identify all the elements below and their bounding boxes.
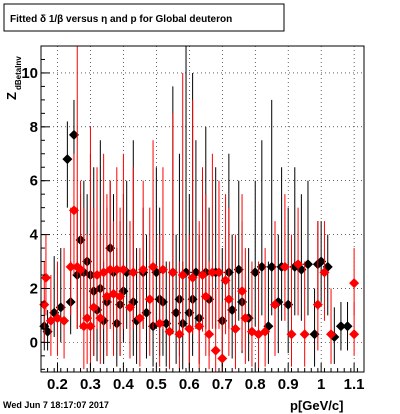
- x-tick-label: 0.2: [47, 376, 68, 393]
- data-point: [161, 318, 172, 329]
- data-point: [319, 267, 330, 278]
- data-point: [68, 129, 79, 140]
- x-tick-label: 0.8: [245, 376, 266, 393]
- data-point: [148, 261, 159, 272]
- data-point: [187, 272, 198, 283]
- data-point: [164, 326, 175, 337]
- x-tick-label: 1: [317, 376, 325, 393]
- x-tick-label: 0.3: [80, 376, 101, 393]
- data-point: [184, 323, 195, 334]
- data-point: [293, 259, 304, 270]
- chart-title: Fitted δ 1/β versus η and p for Global d…: [10, 14, 232, 25]
- series-1: [39, 46, 360, 372]
- data-point: [316, 256, 327, 267]
- data-point: [240, 313, 251, 324]
- data-point: [200, 291, 211, 302]
- data-point: [118, 264, 129, 275]
- y-tick-label: 4: [30, 227, 39, 244]
- data-point: [171, 307, 182, 318]
- x-tick-label: 0.6: [179, 376, 200, 393]
- data-point: [217, 353, 228, 364]
- y-tick-label: 8: [30, 119, 38, 136]
- y-tick-label: 0: [30, 334, 38, 351]
- y-axis-title: Z: [4, 92, 19, 100]
- data-point: [144, 294, 155, 305]
- data-point: [174, 329, 185, 340]
- y-tick-label: 2: [30, 280, 38, 297]
- data-point: [62, 154, 73, 165]
- y-tick-label: 6: [30, 173, 38, 190]
- data-point: [220, 275, 231, 286]
- data-point: [342, 321, 353, 332]
- data-point: [177, 270, 188, 281]
- data-point: [128, 267, 139, 278]
- data-point: [260, 326, 271, 337]
- data-point: [115, 291, 126, 302]
- data-point: [85, 321, 96, 332]
- data-point: [286, 329, 297, 340]
- data-point: [105, 264, 116, 275]
- data-point: [312, 299, 323, 310]
- x-tick-label: 1.1: [344, 376, 365, 393]
- data-point: [68, 205, 79, 216]
- data-point: [111, 264, 122, 275]
- x-tick-label: 0.7: [212, 376, 233, 393]
- data-point: [82, 313, 93, 324]
- data-point: [210, 345, 221, 356]
- data-point: [302, 259, 313, 270]
- x-tick-label: 0.5: [146, 376, 167, 393]
- y-tick-label: 10: [21, 65, 38, 82]
- data-point: [335, 321, 346, 332]
- data-point: [233, 264, 244, 275]
- x-tick-label: 0.9: [278, 376, 299, 393]
- y-axis-title-subscript: dBetaInv: [14, 56, 23, 90]
- data-point: [326, 329, 337, 340]
- data-point: [124, 302, 135, 313]
- data-point: [230, 323, 241, 334]
- data-point: [138, 264, 149, 275]
- data-point: [42, 326, 53, 337]
- data-point: [349, 329, 360, 340]
- data-point: [213, 267, 224, 278]
- x-tick-label: 0.4: [113, 376, 135, 393]
- data-point: [194, 321, 205, 332]
- data-point: [157, 264, 168, 275]
- data-point: [65, 261, 76, 272]
- data-point: [167, 267, 178, 278]
- data-point: [279, 261, 290, 272]
- timestamp: Wed Jun 7 18:17:07 2017: [3, 400, 109, 410]
- plot-frame: [40, 45, 365, 373]
- data-point: [207, 267, 218, 278]
- data-point: [88, 302, 99, 313]
- chart-title-box: [3, 3, 285, 32]
- data-point: [266, 261, 277, 272]
- data-point: [299, 329, 310, 340]
- axes: 0.2 0.3 0.4 0.5 0.6 0.7 0.8 0.9 1 1.1 0 2 4 6 8 10: [21, 45, 365, 393]
- data-point: [55, 302, 66, 313]
- data-point: [223, 294, 234, 305]
- data-point: [197, 270, 208, 281]
- data-point: [204, 329, 215, 340]
- data-point: [75, 264, 86, 275]
- y-axis-title-group: Z dBetaInv: [4, 56, 23, 100]
- data-point: [59, 315, 70, 326]
- data-point: [95, 313, 106, 324]
- data-point: [309, 329, 320, 340]
- data-point: [237, 286, 248, 297]
- data-point: [250, 267, 261, 278]
- data-point: [78, 321, 89, 332]
- x-axis-title: p[GeV/c]: [290, 398, 343, 413]
- data-layer: [39, 46, 360, 372]
- data-point: [256, 261, 267, 272]
- data-point: [227, 305, 238, 316]
- data-point: [349, 278, 360, 289]
- data-point: [134, 313, 145, 324]
- data-point: [283, 299, 294, 310]
- data-point: [270, 299, 281, 310]
- data-point: [154, 318, 165, 329]
- data-point: [141, 307, 152, 318]
